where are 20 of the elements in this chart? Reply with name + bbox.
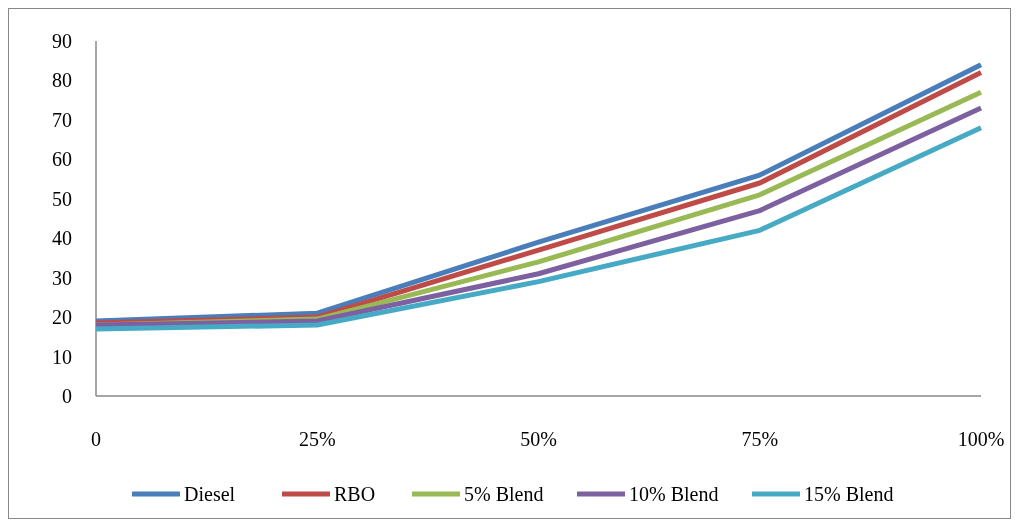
y-tick-label: 20 <box>52 306 72 329</box>
y-tick-label: 30 <box>52 266 72 289</box>
x-tick-label: 75% <box>741 428 779 450</box>
x-tick-label: 50% <box>520 428 557 450</box>
y-tick-label: 80 <box>52 69 72 92</box>
y-tick-label: 90 <box>52 30 72 52</box>
x-tick-label: 0 <box>91 428 101 450</box>
y-tick-label: 0 <box>62 385 72 407</box>
legend-label: RBO <box>334 483 376 505</box>
x-tick-label: 25% <box>298 428 336 450</box>
y-tick-label: 70 <box>52 108 72 131</box>
y-tick-label: 50 <box>52 187 72 210</box>
legend-label: Diesel <box>184 483 236 505</box>
legend-label: 10% Blend <box>629 483 719 505</box>
y-tick-label: 10 <box>52 345 72 368</box>
legend-label: 5% Blend <box>464 483 544 505</box>
y-tick-label: 40 <box>52 227 72 250</box>
y-tick-label: 60 <box>52 148 72 171</box>
legend-label: 15% Blend <box>804 483 894 505</box>
x-tick-label: 100% <box>957 428 1005 450</box>
